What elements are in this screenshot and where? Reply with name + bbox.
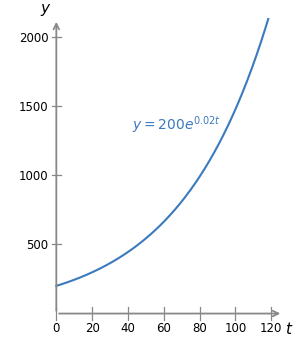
Text: t: t <box>285 322 291 337</box>
Text: $y = 200e^{0.02t}$: $y = 200e^{0.02t}$ <box>132 114 221 136</box>
Text: y: y <box>40 1 49 16</box>
